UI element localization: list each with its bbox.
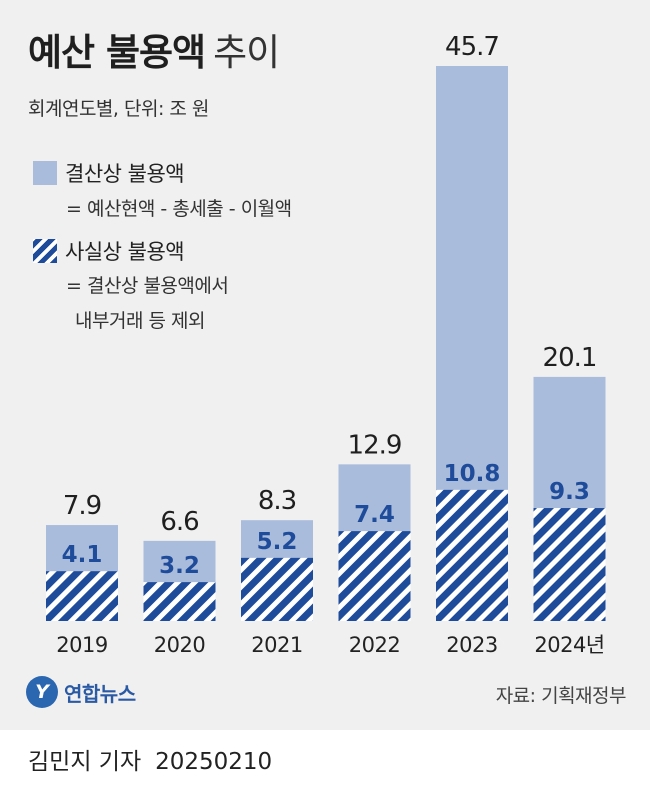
- bar-actual: [241, 557, 313, 621]
- bar-actual: [436, 489, 508, 621]
- byline: 김민지 기자 20250210: [28, 742, 272, 776]
- legend-swatch-solid: [33, 161, 57, 185]
- data-label-total: 12.9: [348, 430, 402, 460]
- reporter-name: 김민지 기자: [28, 749, 142, 775]
- x-tick-label: 2023: [446, 633, 497, 657]
- bar-actual: [143, 582, 216, 621]
- legend-desc-actual-1: = 결산상 불용액에서: [66, 275, 229, 297]
- data-label-actual: 7.4: [354, 502, 395, 528]
- data-label-actual: 5.2: [257, 529, 298, 555]
- publish-date: 20250210: [155, 749, 273, 775]
- bar-chart: 7.9 4.1 2019 6.6 3.2 2020 8.3 5.2 2021 12.9 7.4 202…: [46, 32, 606, 657]
- logo-mark-icon: Y: [26, 676, 58, 708]
- legend-item-total: 결산상 불용액: [33, 158, 185, 188]
- bar-actual: [533, 508, 606, 621]
- title-bold: 예산 불용액: [28, 31, 206, 74]
- legend-label-total: 결산상 불용액: [65, 162, 185, 186]
- legend-label-actual: 사실상 불용액: [65, 240, 185, 264]
- chart-title: 예산 불용액 추이: [28, 22, 280, 76]
- data-label-total: 8.3: [258, 486, 296, 516]
- data-label-actual: 10.8: [444, 461, 501, 487]
- title-light: 추이: [213, 31, 280, 74]
- legend-desc-actual-2: 내부거래 등 제외: [75, 310, 205, 332]
- data-label-total: 7.9: [63, 491, 101, 521]
- data-label-actual: 3.2: [159, 553, 200, 579]
- data-label-total: 20.1: [543, 343, 597, 373]
- legend-swatch-hatch: [33, 239, 57, 263]
- data-label-actual: 9.3: [549, 479, 590, 505]
- bar-actual: [46, 571, 118, 621]
- chart-subtitle: 회계연도별, 단위: 조 원: [28, 98, 209, 120]
- bar-actual: [338, 531, 411, 621]
- source-note: 자료: 기획재정부: [495, 685, 627, 707]
- logo-text: 연합뉴스: [64, 681, 136, 706]
- data-label-total: 6.6: [160, 507, 198, 537]
- data-label-total: 45.7: [445, 32, 499, 62]
- x-tick-label: 2022: [349, 633, 400, 657]
- yonhap-logo: Y 연합뉴스: [26, 676, 136, 708]
- x-tick-label: 2020: [154, 633, 205, 657]
- legend-item-actual: 사실상 불용액: [33, 236, 185, 266]
- x-tick-label: 2019: [56, 633, 107, 657]
- x-tick-label: 2021: [251, 633, 302, 657]
- legend-desc-total: = 예산현액 - 총세출 - 이월액: [66, 198, 292, 220]
- x-tick-label: 2024년: [534, 633, 604, 657]
- data-label-actual: 4.1: [62, 542, 103, 568]
